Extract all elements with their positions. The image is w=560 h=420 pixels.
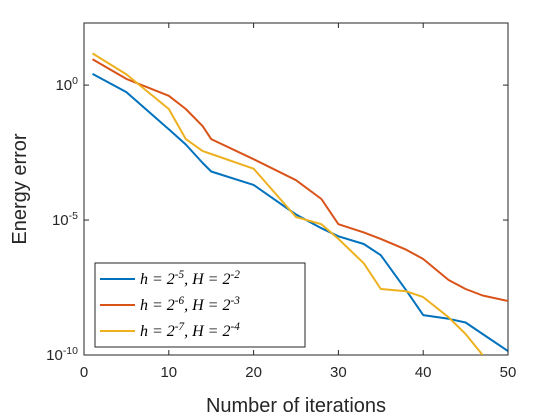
legend-label: h = 2-6, H = 2-3	[140, 295, 240, 314]
lines	[91, 52, 508, 355]
y-tick-label: 10-5	[52, 210, 78, 229]
legend-label: h = 2-5, H = 2-2	[140, 269, 240, 288]
y-axis-label: Energy error	[9, 133, 31, 244]
x-tick-label: 30	[330, 364, 347, 381]
y-tick-label: 10-10	[46, 345, 78, 364]
series-line	[91, 52, 484, 355]
legend-label: h = 2-7, H = 2-4	[140, 321, 240, 340]
x-tick-label: 0	[80, 364, 88, 381]
series-line	[91, 58, 508, 302]
x-tick-label: 50	[500, 364, 517, 381]
x-tick-label: 20	[245, 364, 262, 381]
x-tick-label: 40	[415, 364, 432, 381]
y-tick-label: 100	[55, 75, 78, 94]
x-axis-label: Number of iterations	[206, 395, 386, 417]
x-tick-label: 10	[160, 364, 177, 381]
